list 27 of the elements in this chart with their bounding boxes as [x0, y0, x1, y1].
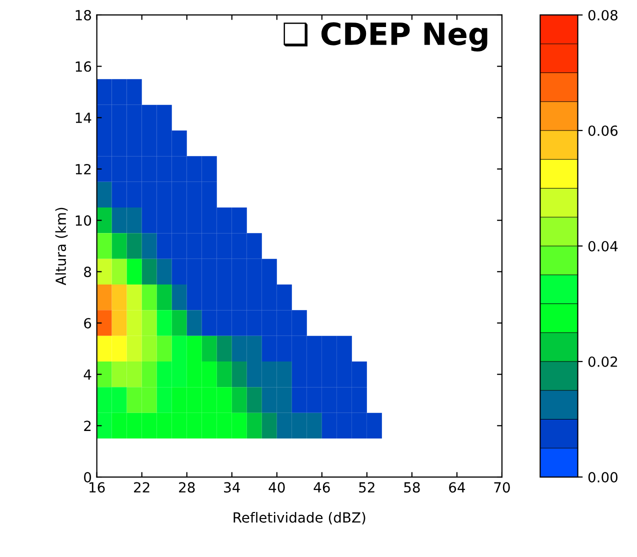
x-tick-label: 58: [404, 482, 420, 493]
y-tick-label: 14: [76, 112, 92, 123]
color-bar-label: 0.00: [588, 472, 618, 482]
x-tick-label: 46: [314, 482, 330, 493]
chart-title: ❑ CDEP Neg: [284, 22, 488, 52]
x-tick-label: 34: [224, 482, 240, 493]
x-tick-label: 70: [494, 482, 510, 493]
x-axis-title: Refletividade (dBZ): [234, 512, 366, 524]
color-bar-label: 0.02: [588, 356, 618, 367]
y-tick-label: 16: [76, 61, 92, 72]
color-bar-label: 0.06: [588, 125, 618, 136]
x-tick-label: 22: [134, 482, 150, 492]
y-tick-label: 0: [84, 472, 92, 482]
y-tick-label: 6: [84, 318, 92, 328]
color-bar-label: 0.08: [588, 10, 618, 20]
y-tick-label: 2: [84, 420, 91, 431]
color-bar-label: 0.04: [588, 240, 618, 252]
x-tick-label: 52: [359, 482, 374, 493]
y-axis-title: Altura (km): [55, 208, 68, 286]
x-tick-label: 64: [449, 482, 465, 493]
y-tick-label: 8: [84, 266, 92, 278]
y-tick-label: 4: [84, 369, 92, 380]
y-tick-label: 12: [76, 164, 91, 174]
y-tick-label: 10: [76, 215, 92, 226]
x-tick-label: 40: [268, 482, 285, 493]
x-tick-label: 28: [179, 482, 195, 493]
y-tick-label: 18: [76, 10, 92, 20]
